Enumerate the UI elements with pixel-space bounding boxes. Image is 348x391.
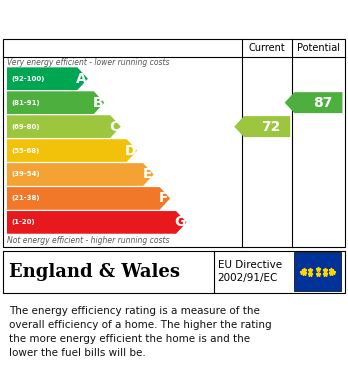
- Text: (92-100): (92-100): [11, 76, 45, 82]
- Polygon shape: [7, 163, 154, 186]
- Text: Not energy efficient - higher running costs: Not energy efficient - higher running co…: [7, 236, 169, 245]
- Bar: [294, 252, 341, 291]
- Polygon shape: [234, 116, 290, 137]
- Text: 87: 87: [313, 96, 332, 109]
- Text: (69-80): (69-80): [11, 124, 40, 129]
- Polygon shape: [7, 187, 170, 210]
- Polygon shape: [7, 139, 137, 162]
- Text: Energy Efficiency Rating: Energy Efficiency Rating: [9, 12, 219, 27]
- Text: 2002/91/EC: 2002/91/EC: [218, 273, 278, 283]
- Text: (21-38): (21-38): [11, 196, 40, 201]
- Text: F: F: [159, 192, 169, 205]
- Text: B: B: [92, 96, 103, 109]
- Text: 72: 72: [262, 120, 281, 134]
- Text: EU Directive: EU Directive: [218, 260, 282, 270]
- Text: (81-91): (81-91): [11, 100, 40, 106]
- Text: Potential: Potential: [297, 43, 340, 53]
- Polygon shape: [7, 115, 121, 138]
- Polygon shape: [7, 211, 187, 234]
- Polygon shape: [7, 91, 104, 114]
- Text: (39-54): (39-54): [11, 172, 40, 178]
- Text: The energy efficiency rating is a measure of the
overall efficiency of a home. T: The energy efficiency rating is a measur…: [9, 307, 271, 359]
- Text: (1-20): (1-20): [11, 219, 35, 225]
- Polygon shape: [7, 67, 88, 90]
- Text: E: E: [143, 167, 152, 181]
- Polygon shape: [285, 92, 342, 113]
- Text: C: C: [109, 120, 119, 134]
- Text: G: G: [174, 215, 185, 230]
- Text: Current: Current: [249, 43, 285, 53]
- Text: England & Wales: England & Wales: [9, 263, 180, 281]
- Text: Very energy efficient - lower running costs: Very energy efficient - lower running co…: [7, 58, 169, 67]
- Text: D: D: [124, 143, 136, 158]
- Text: (55-68): (55-68): [11, 147, 39, 154]
- Text: A: A: [76, 72, 86, 86]
